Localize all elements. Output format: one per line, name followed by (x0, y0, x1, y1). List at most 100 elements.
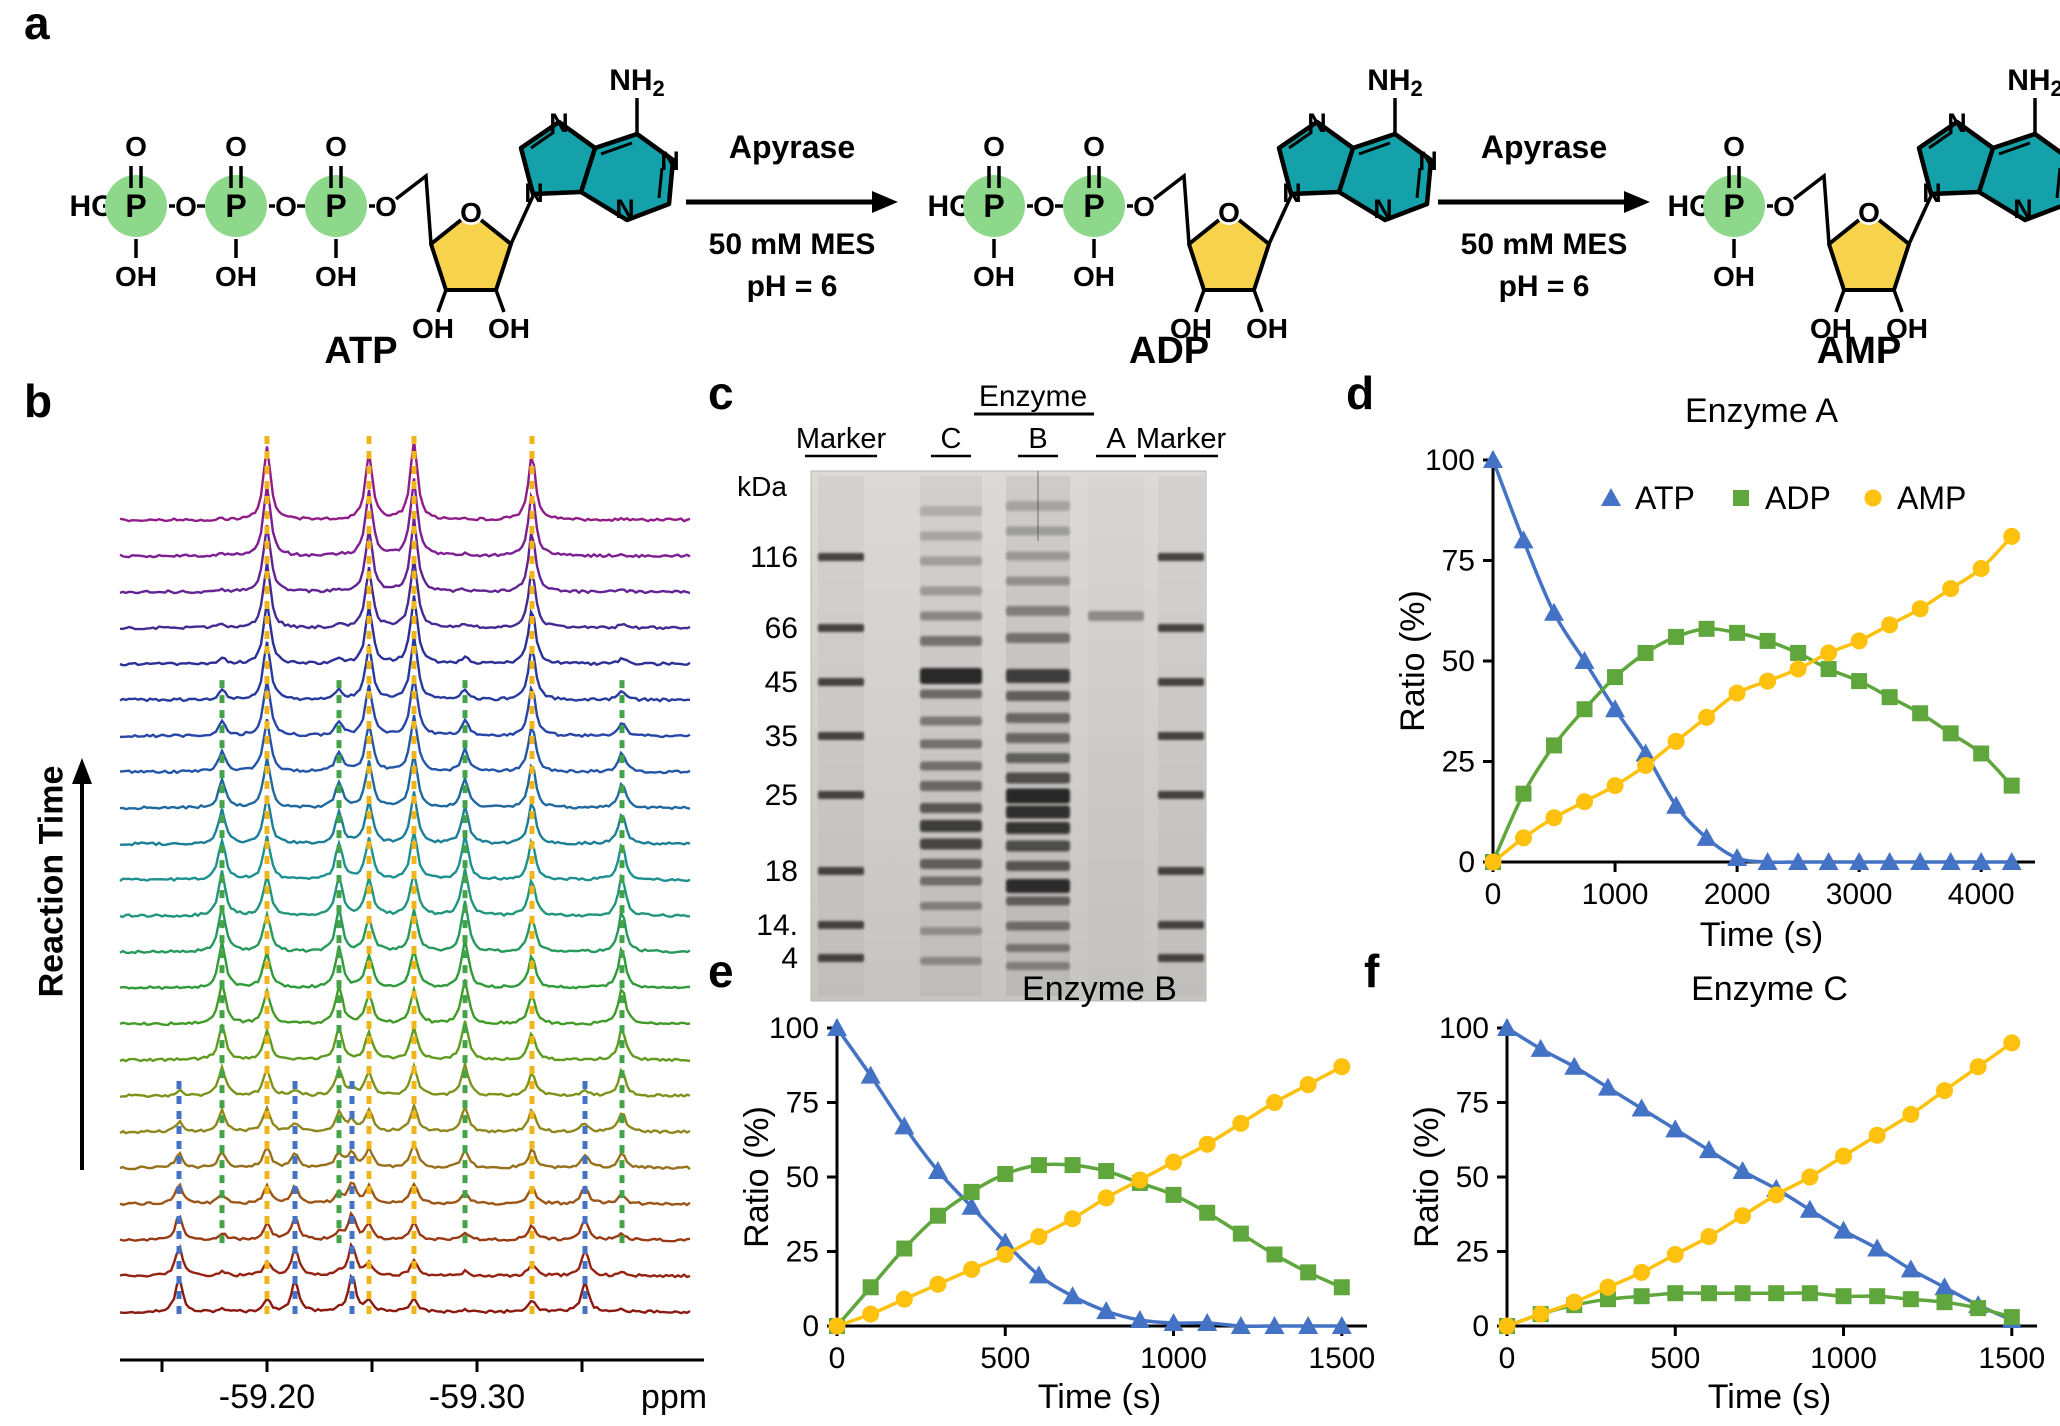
atom-label-o: O (1723, 131, 1745, 162)
data-point-amp (1484, 853, 1502, 871)
nmr-trace (119, 636, 690, 703)
double-bond (530, 130, 555, 150)
atom-label-oh: OH (488, 313, 530, 344)
x-tick-label: 2000 (1704, 878, 1771, 911)
chart-title: Enzyme A (1685, 392, 1838, 430)
data-point-atp (1818, 852, 1839, 870)
atom-label-oh: OH (315, 261, 357, 292)
data-point-atp (1788, 852, 1809, 870)
ch2-bond (394, 172, 433, 245)
atom-label-oh: OH (215, 261, 257, 292)
data-point-atp (1230, 1316, 1251, 1334)
data-point-atp (1483, 450, 1503, 468)
data-point-atp (1799, 1199, 1820, 1218)
panel-e-label: e (708, 945, 734, 997)
ch2-bond (1152, 172, 1191, 245)
data-point-amp (1576, 793, 1594, 811)
gel-band-lane-c (920, 739, 982, 749)
kda-label: 25 (765, 779, 798, 812)
data-point-atp (1129, 1310, 1150, 1329)
atom-label-n: N (1373, 194, 1393, 224)
data-point-adp (1637, 644, 1654, 661)
atom-label-n: N (1418, 146, 1438, 176)
gel-band-lane-b (1006, 879, 1070, 893)
arrow-ph-label: pH = 6 (747, 270, 838, 303)
nmr-trace (119, 939, 691, 991)
data-point-adp (1759, 632, 1776, 649)
data-point-amp (1064, 1210, 1082, 1228)
gel-band-lane-b (1006, 822, 1070, 834)
data-point-atp (1197, 1313, 1218, 1332)
data-point-amp (2003, 1034, 2021, 1052)
x-tick-label: 0 (1499, 1342, 1516, 1375)
double-bond (1998, 141, 2031, 156)
x-tick-label: 3000 (1826, 878, 1893, 911)
gel-band-lane-c (920, 636, 982, 646)
ribose-ring (1827, 210, 1911, 292)
nmr-tick-label: -59.20 (219, 1378, 315, 1416)
phosphate-circle (305, 175, 367, 237)
gel-band-lane-b (1006, 526, 1070, 536)
fit-line-adp (1491, 626, 2013, 863)
data-point-adp (1835, 1288, 1852, 1305)
data-point-amp (1835, 1147, 1853, 1165)
atom-label-o: O (1218, 197, 1240, 228)
data-point-adp (1064, 1157, 1081, 1174)
phosphate-circle (205, 175, 267, 237)
data-point-adp (1165, 1186, 1182, 1203)
marker-band (818, 791, 864, 799)
y-tick-label: 25 (1442, 746, 1475, 779)
data-point-adp (1098, 1163, 1115, 1180)
chart-title: Enzyme B (1022, 970, 1177, 1008)
kda-label: 35 (765, 720, 798, 753)
data-point-amp (1545, 809, 1563, 827)
glycosidic-bond (1267, 195, 1293, 245)
atom-label-n: N (1307, 108, 1327, 138)
y-tick-label: 0 (802, 1310, 819, 1343)
atom-label-o: O (225, 131, 247, 162)
gel-band-lane-c (920, 927, 982, 935)
marker-band (818, 867, 864, 875)
data-point-adp (929, 1207, 946, 1224)
kda-title: kDa (737, 471, 787, 502)
double-bond (1288, 130, 1313, 150)
phosphate-circle (963, 175, 1025, 237)
nmr-trace (119, 831, 691, 883)
ch2-bond (1792, 172, 1831, 245)
x-tick-label: 1000 (1140, 1342, 1207, 1375)
data-point-amp (1789, 660, 1807, 678)
marker-band (818, 954, 864, 962)
data-point-adp (1576, 701, 1593, 718)
gel-band-lane-c (920, 859, 982, 869)
data-point-amp (1881, 616, 1899, 634)
data-point-adp (1333, 1279, 1350, 1296)
gel-band-lane-b (1006, 944, 1070, 952)
double-bond (1415, 167, 1422, 199)
atom-label-n: N (2058, 146, 2060, 176)
gel-band-lane-b (1006, 753, 1070, 763)
data-point-adp (1881, 689, 1898, 706)
gel-band-lane-c (920, 556, 982, 566)
x-tick-label: 500 (980, 1342, 1030, 1375)
ring-oxygen-bg (458, 199, 484, 225)
nmr-trace (119, 1181, 691, 1207)
arrow-ph-label: pH = 6 (1499, 270, 1590, 303)
gel-band-lane-c (920, 781, 982, 791)
gel-band-lane-b (1006, 501, 1070, 511)
atom-label-oh: OH (1170, 313, 1212, 344)
data-point-adp (1030, 1157, 1047, 1174)
data-point-adp (1768, 1285, 1785, 1302)
data-point-atp (1605, 699, 1626, 718)
glycosidic-bond (509, 195, 535, 245)
data-point-amp (1801, 1168, 1819, 1186)
data-point-amp (1097, 1189, 1115, 1207)
y-tick-label: 75 (1456, 1087, 1489, 1120)
data-point-amp (1728, 684, 1746, 702)
chart-enzyme-c: Enzyme C 0 500 1000 1500 0 25 50 75 100 Time (s) Ra… (1408, 970, 2045, 1416)
data-point-atp (1971, 852, 1992, 870)
atom-label-nh2: NH2 (1367, 64, 1423, 101)
atom-label-o: O (460, 197, 482, 228)
double-bond (1358, 141, 1391, 156)
data-point-amp (1666, 1245, 1684, 1263)
lane-label-marker-2: Marker (1136, 423, 1227, 455)
